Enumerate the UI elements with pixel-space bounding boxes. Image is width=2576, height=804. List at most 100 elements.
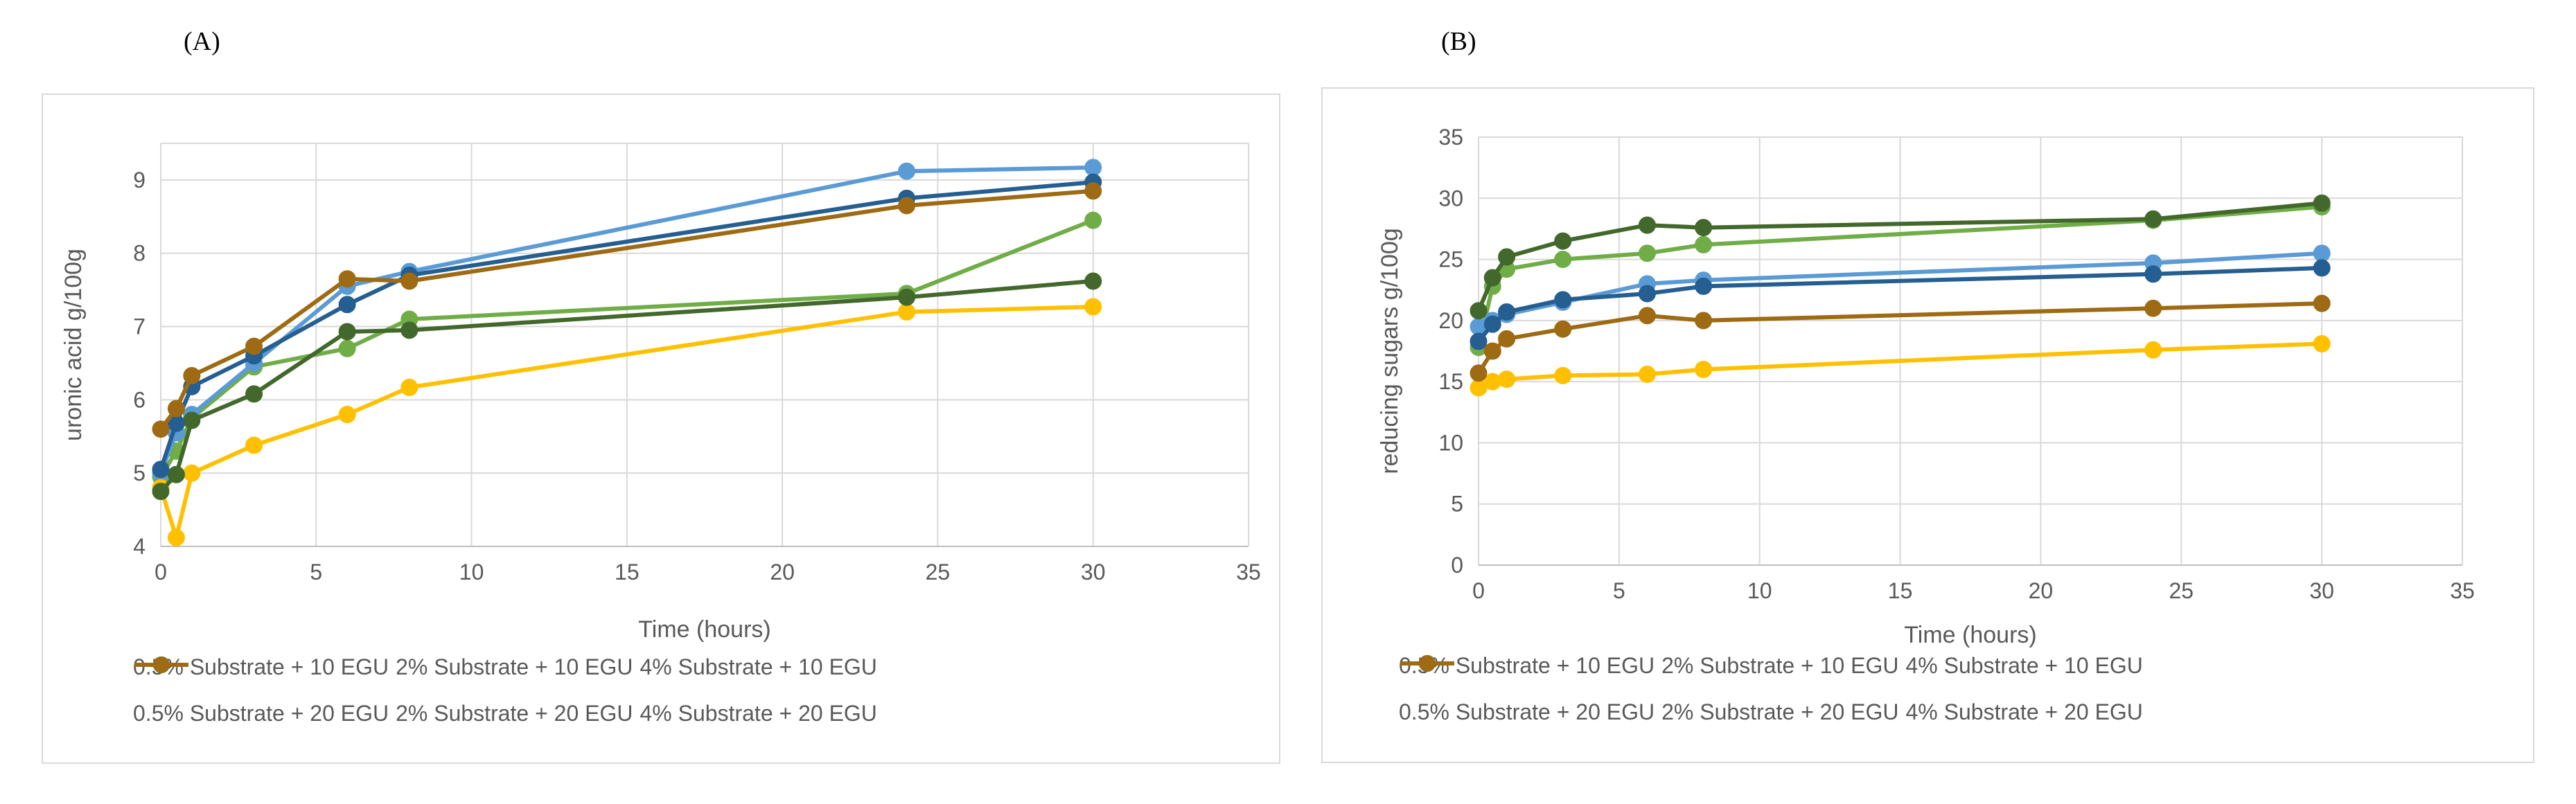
chart-a-point-3-5	[400, 321, 418, 339]
chart-a-point-3-7	[1084, 272, 1102, 290]
chart-b-legend-item-5: 4% Substrate + 20 EGU	[1400, 655, 2143, 725]
chart-a-point-2-3	[245, 436, 263, 454]
chart-b-legend-label-3: 0.5% Substrate + 20 EGU	[1399, 699, 1655, 724]
chart-b-point-4-5	[1695, 277, 1713, 295]
chart-b-plot: 0 5 10 15 20 25 30 35 0 5 10 15 20 25 30 35 Time (hours)…	[1377, 125, 2475, 648]
chart-b-ytick-20: 20	[1438, 308, 1463, 333]
chart-b-point-3-3	[1554, 232, 1572, 250]
chart-a-legend-label-1: 2% Substrate + 10 EGU	[396, 654, 633, 679]
chart-b-point-5-4	[1638, 307, 1656, 325]
chart-b-legend-item-3: 0.5% Substrate + 20 EGU	[1399, 655, 1655, 725]
chart-b-point-3-6	[2144, 210, 2162, 228]
chart-a-ytick-9: 9	[133, 168, 145, 193]
chart-a-point-5-5	[400, 272, 418, 290]
chart-a-point-3-6	[898, 288, 916, 306]
chart-a-point-5-2	[183, 366, 201, 384]
chart-b-legend-item-4: 2% Substrate + 20 EGU	[1400, 655, 1899, 725]
chart-b-point-5-6	[2144, 299, 2162, 317]
chart-a-xtick-5: 5	[310, 560, 322, 584]
chart-b-legend-label-5: 4% Substrate + 20 EGU	[1905, 699, 2143, 724]
chart-b-point-4-6	[2144, 265, 2162, 283]
chart-b-legend-item-1: 2% Substrate + 10 EGU	[1400, 653, 1899, 679]
chart-a-point-3-4	[338, 323, 356, 341]
chart-b-legend-label-1: 2% Substrate + 10 EGU	[1661, 653, 1899, 678]
chart-a-point-2-2	[183, 464, 201, 482]
chart-b-legend-item-2: 4% Substrate + 10 EGU	[1400, 653, 2143, 679]
chart-b-point-4-7	[2313, 259, 2331, 277]
chart-a-point-4-4	[338, 296, 356, 314]
chart-b-point-0-3	[1554, 251, 1572, 269]
chart-b-point-5-1	[1483, 342, 1501, 360]
chart-b-point-0-4	[1638, 244, 1656, 262]
chart-b-point-2-3	[1554, 366, 1572, 384]
chart-a-point-2-5	[400, 378, 418, 396]
chart-b-point-5-3	[1554, 320, 1572, 338]
chart-b-ytick-0: 0	[1451, 553, 1463, 578]
chart-a-point-2-7	[1084, 298, 1102, 316]
chart-b-legend-label-2: 4% Substrate + 10 EGU	[1905, 653, 2143, 678]
chart-b-point-1-7	[2313, 244, 2331, 262]
panel-label-a: (A)	[184, 27, 220, 56]
chart-a-legend-item-3: 0.5% Substrate + 20 EGU	[133, 656, 389, 726]
chart-b-container: 0 5 10 15 20 25 30 35 0 5 10 15 20 25 30 35 Time (hours)…	[1321, 87, 2534, 763]
chart-b-point-2-6	[2144, 341, 2162, 359]
chart-b-ytick-30: 30	[1438, 186, 1463, 211]
chart-a-point-2-4	[338, 406, 356, 424]
chart-b-point-5-0	[1470, 364, 1488, 382]
chart-a-xtick-20: 20	[770, 560, 795, 584]
chart-b-point-5-2	[1498, 330, 1516, 348]
chart-b-xtick-10: 10	[1747, 578, 1772, 603]
chart-a-legend-label-3: 0.5% Substrate + 20 EGU	[133, 701, 389, 726]
chart-b-xtick-20: 20	[2029, 578, 2054, 603]
chart-a-xtick-25: 25	[926, 560, 951, 584]
chart-a-point-4-0	[152, 461, 170, 479]
chart-b-legend-swatch-5	[1400, 655, 1454, 672]
chart-a-ytick-5: 5	[133, 461, 145, 485]
chart-b-xtick-25: 25	[2169, 578, 2194, 603]
chart-a-legend-label-4: 2% Substrate + 20 EGU	[396, 701, 633, 726]
chart-a-plot: 0 5 10 15 20 25 30 35 4 5 6 7 8 9 Time (hours) uronic a…	[60, 143, 1261, 643]
chart-b-point-4-3	[1554, 291, 1572, 309]
chart-a-y-axis-title: uronic acid g/100g	[60, 249, 87, 441]
chart-b-point-4-2	[1498, 303, 1516, 321]
chart-a-xtick-35: 35	[1236, 560, 1261, 584]
chart-a-legend-item-4: 2% Substrate + 20 EGU	[134, 656, 633, 726]
chart-a-legend: 0.5% Substrate + 10 EGU 2% Substrate + 10…	[133, 654, 877, 726]
chart-b-legend-label-4: 2% Substrate + 20 EGU	[1661, 699, 1899, 724]
chart-b-point-3-4	[1638, 216, 1656, 234]
chart-b-point-4-1	[1483, 315, 1501, 333]
chart-b-point-0-5	[1695, 235, 1713, 253]
chart-b-ytick-25: 25	[1438, 247, 1463, 272]
chart-b-ytick-5: 5	[1451, 492, 1463, 517]
chart-b-xtick-35: 35	[2450, 578, 2475, 603]
chart-a-point-5-0	[152, 420, 170, 438]
chart-b-point-2-2	[1498, 370, 1516, 388]
chart-b-xtick-0: 0	[1472, 578, 1485, 603]
chart-b-ytick-15: 15	[1438, 369, 1463, 394]
chart-a-legend-swatch-5	[134, 656, 188, 673]
chart-a-x-axis-title: Time (hours)	[638, 616, 770, 643]
chart-b-xtick-5: 5	[1613, 578, 1625, 603]
chart-a-point-0-7	[1084, 211, 1102, 229]
chart-a-point-0-4	[338, 339, 356, 357]
chart-b-point-4-0	[1470, 332, 1488, 350]
chart-a-point-5-4	[338, 270, 356, 288]
chart-a-xtick-0: 0	[155, 560, 167, 584]
chart-b-x-axis-title: Time (hours)	[1904, 622, 2036, 648]
chart-a-point-5-6	[898, 197, 916, 215]
chart-a-legend-item-1: 2% Substrate + 10 EGU	[134, 654, 633, 680]
chart-a-series-line-2	[159, 305, 1093, 540]
chart-a-legend-item-5: 4% Substrate + 20 EGU	[134, 656, 877, 726]
chart-a-xtick-30: 30	[1081, 560, 1106, 584]
chart-b-point-2-4	[1638, 366, 1656, 384]
chart-b-point-5-7	[2313, 294, 2331, 312]
chart-b-point-4-4	[1638, 285, 1656, 303]
chart-b-ytick-10: 10	[1438, 430, 1463, 455]
chart-b-xtick-30: 30	[2309, 578, 2334, 603]
chart-a-point-2-6	[898, 303, 916, 321]
chart-a-series-line-3	[159, 278, 1093, 493]
chart-a-legend-label-2: 4% Substrate + 10 EGU	[639, 654, 877, 679]
chart-a-container: 0 5 10 15 20 25 30 35 4 5 6 7 8 9 Time (hours) uronic a…	[42, 93, 1280, 764]
chart-b-y-axis-title: reducing sugars g/100g	[1377, 228, 1403, 474]
chart-a-ytick-6: 6	[133, 387, 145, 412]
